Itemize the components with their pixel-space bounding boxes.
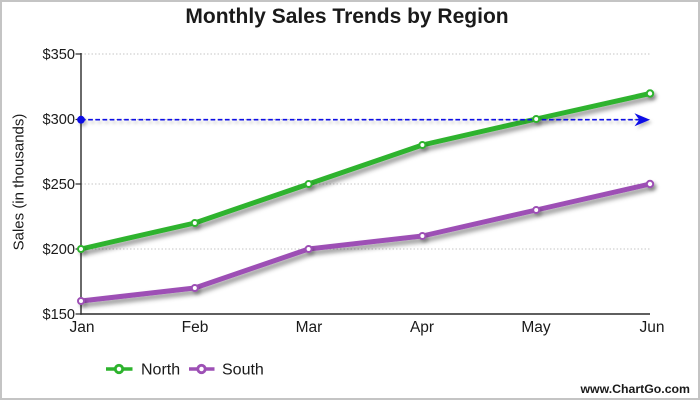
svg-text:South: South <box>222 362 264 379</box>
svg-text:$150: $150 <box>43 307 75 323</box>
svg-text:$250: $250 <box>43 177 75 193</box>
svg-text:Jan: Jan <box>70 319 95 336</box>
svg-text:Mar: Mar <box>296 319 323 336</box>
svg-text:May: May <box>521 319 551 336</box>
svg-text:Monthly Sales Trends by Region: Monthly Sales Trends by Region <box>185 5 508 28</box>
svg-text:Jun: Jun <box>640 319 665 336</box>
svg-text:$300: $300 <box>43 112 75 128</box>
svg-text:Sales (in thousands): Sales (in thousands) <box>11 114 28 251</box>
svg-text:North: North <box>141 362 180 379</box>
svg-text:Apr: Apr <box>410 319 434 336</box>
svg-text:$350: $350 <box>43 47 75 63</box>
svg-text:Feb: Feb <box>182 319 209 336</box>
svg-text:$200: $200 <box>43 242 75 258</box>
svg-text:www.ChartGo.com: www.ChartGo.com <box>579 382 690 396</box>
